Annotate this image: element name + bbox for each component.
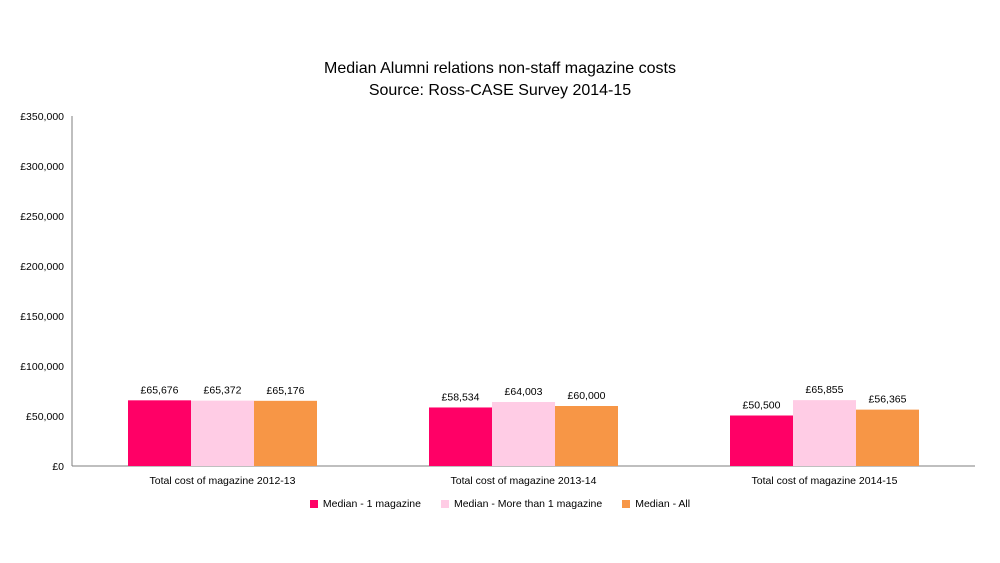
chart-title-line2: Source: Ross-CASE Survey 2014-15 [368,82,632,99]
y-tick-label: £350,000 [20,111,64,123]
y-tick-label: £150,000 [20,311,64,323]
x-category-label: Total cost of magazine 2012-13 [150,475,296,487]
bar [555,406,618,466]
data-label: £65,176 [267,385,305,397]
data-label: £60,000 [568,390,606,402]
y-tick-label: £200,000 [20,261,64,273]
legend-item: Median - 1 magazine [309,498,421,510]
x-category-label: Total cost of magazine 2014-15 [752,475,898,487]
bar [856,409,919,466]
chart-title: Median Alumni relations non-staff magazi… [0,58,1000,102]
bar [793,400,856,466]
data-label: £65,372 [204,385,242,397]
bar [254,400,317,466]
data-label: £65,676 [141,384,179,396]
chart-legend: Median - 1 magazine Median - More than 1 … [0,498,1000,510]
data-label: £56,365 [869,394,907,406]
legend-item: Median - More than 1 magazine [440,498,603,510]
y-tick-label: £100,000 [20,361,64,373]
bar [191,400,254,466]
legend-swatch [440,500,449,508]
bar [492,401,555,466]
legend-swatch [309,500,318,508]
legend-label: Median - 1 magazine [322,498,421,510]
data-label: £58,534 [442,391,480,403]
y-tick-label: £300,000 [20,161,64,173]
legend-swatch [622,500,631,508]
y-tick-label: £0 [52,461,64,473]
legend-item: Median - All [622,498,690,510]
x-category-label: Total cost of magazine 2013-14 [451,475,597,487]
y-tick-label: £50,000 [26,411,64,423]
bar [730,415,793,466]
data-label: £64,003 [505,386,543,398]
data-label: £50,500 [743,400,781,412]
bar [128,400,191,466]
y-tick-label: £250,000 [20,211,64,223]
bar [429,407,492,466]
legend-label: Median - More than 1 magazine [453,498,603,510]
chart-title-line1: Median Alumni relations non-staff magazi… [324,60,676,77]
data-label: £65,855 [806,384,844,396]
legend-label: Median - All [635,498,691,510]
